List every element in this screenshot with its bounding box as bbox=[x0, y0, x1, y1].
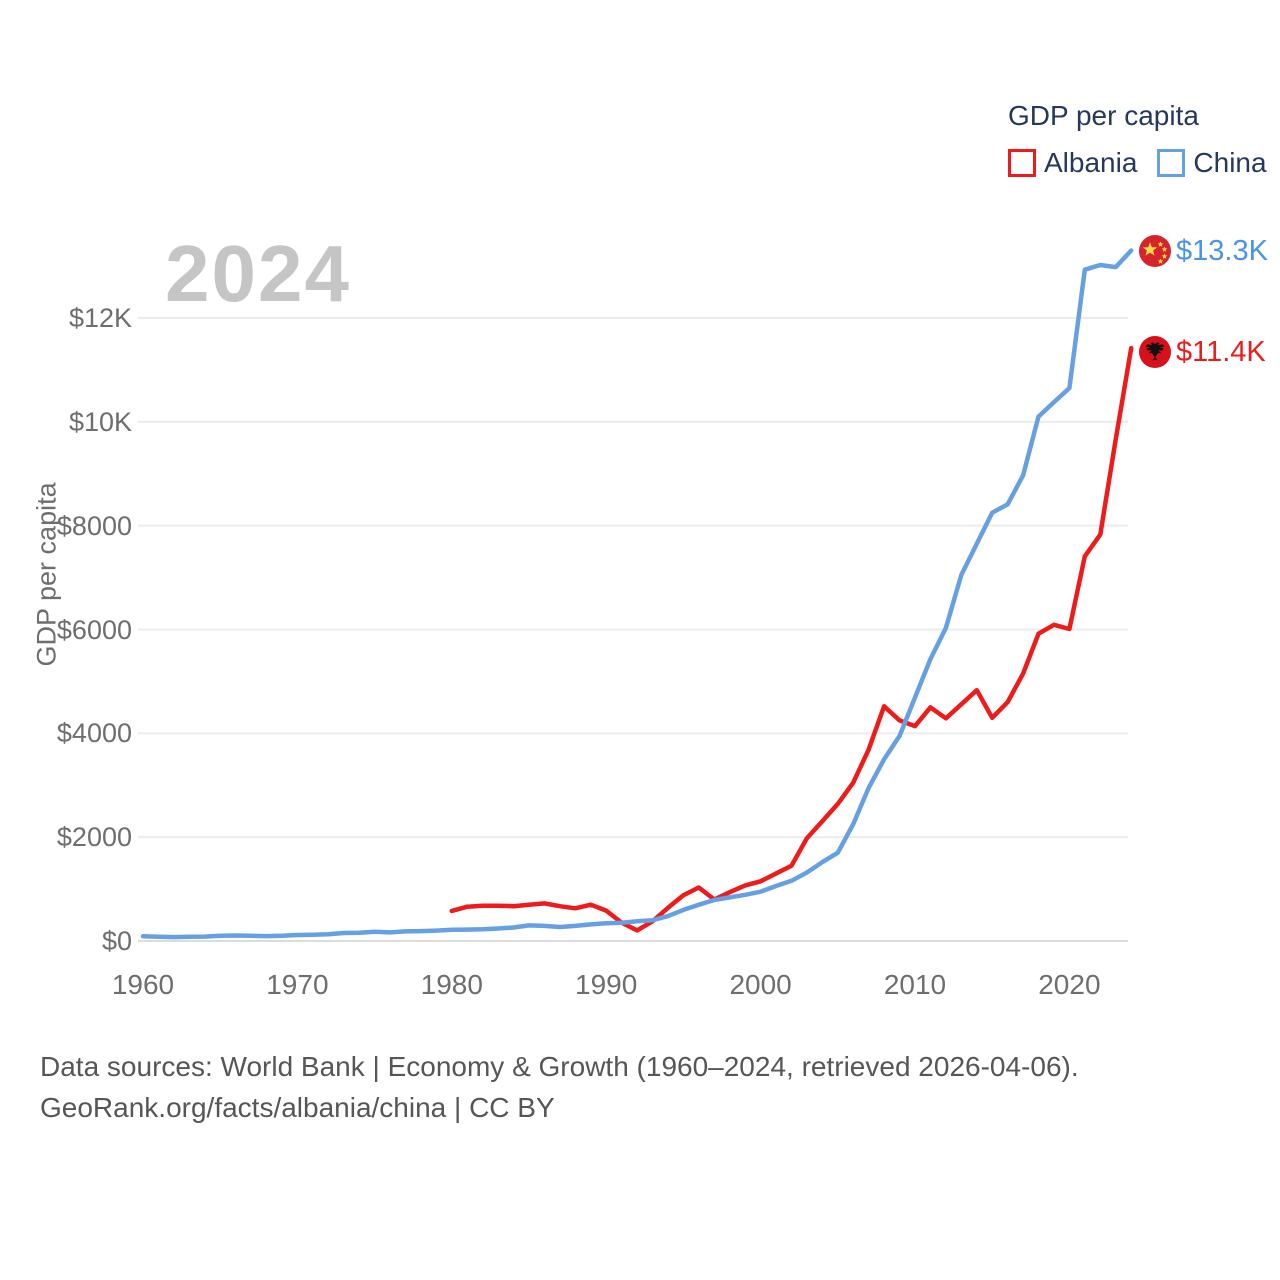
y-axis-tick-label: $8000 bbox=[56, 510, 132, 541]
y-axis-tick-label: $6000 bbox=[56, 614, 132, 645]
china-swatch-icon bbox=[1157, 149, 1186, 177]
x-axis-tick-label: 2000 bbox=[729, 969, 792, 1000]
albania-swatch-icon bbox=[1008, 149, 1036, 177]
chart-legend: GDP per capita Albania China bbox=[1008, 100, 1267, 179]
legend-item-china[interactable]: China bbox=[1157, 147, 1267, 179]
legend-item-albania[interactable]: Albania bbox=[1008, 147, 1137, 179]
y-axis-tick-label: $0 bbox=[101, 926, 132, 956]
china-flag-icon bbox=[1139, 235, 1171, 267]
albania-end-value-label: $11.4K bbox=[1176, 336, 1266, 368]
y-axis-tick-label: $10K bbox=[68, 406, 132, 437]
x-axis-tick-label: 1980 bbox=[420, 969, 483, 1000]
china-end-value-label: $13.3K bbox=[1176, 235, 1268, 267]
legend-label-albania: Albania bbox=[1044, 147, 1138, 178]
x-axis-tick-label: 1990 bbox=[575, 969, 638, 1000]
x-axis-tick-label: 2020 bbox=[1038, 969, 1101, 1000]
x-axis-tick-label: 2010 bbox=[883, 969, 947, 1000]
year-watermark: 2024 bbox=[165, 229, 351, 318]
footer-source-url: GeoRank.org/facts/albania/china | CC BY bbox=[40, 1092, 555, 1123]
footer-attribution: Data sources: World Bank | Economy & Gro… bbox=[40, 1046, 1079, 1128]
y-axis-tick-label: $12K bbox=[68, 303, 132, 333]
footer-data-sources: Data sources: World Bank | Economy & Gro… bbox=[40, 1051, 1079, 1082]
x-axis-tick-label: 1970 bbox=[266, 969, 329, 1000]
series-line-albania bbox=[449, 345, 1134, 933]
y-axis-tick-label: $2000 bbox=[56, 822, 132, 853]
legend-items-row: Albania China bbox=[1008, 147, 1267, 179]
x-axis-tick-label: 1960 bbox=[111, 969, 175, 1000]
albania-flag-icon bbox=[1139, 336, 1171, 368]
legend-title: GDP per capita bbox=[1008, 100, 1199, 131]
series-line-china bbox=[140, 248, 1134, 940]
legend-label-china: China bbox=[1193, 147, 1267, 178]
y-axis-tick-label: $4000 bbox=[56, 718, 132, 749]
